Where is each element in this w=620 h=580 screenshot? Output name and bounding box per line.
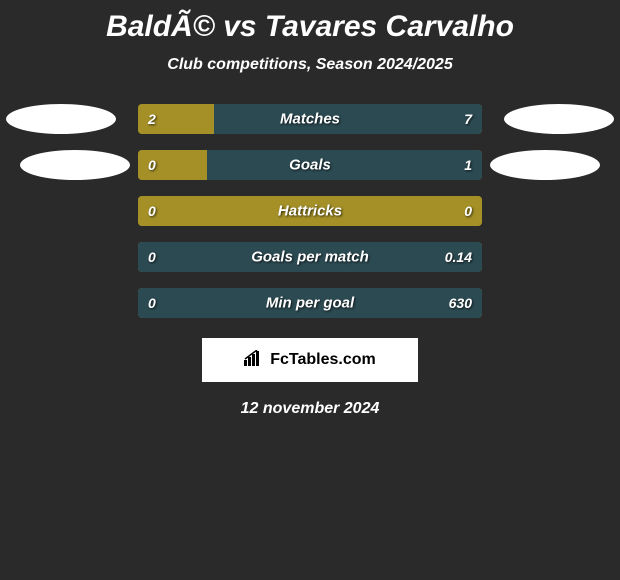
stat-label: Min per goal [266, 295, 354, 312]
stat-row: 0 0 Hattricks [0, 196, 620, 226]
bar-fill-right [214, 104, 482, 134]
stat-row: 2 7 Matches [0, 104, 620, 134]
stat-value-left: 0 [148, 203, 156, 219]
stat-bar: 0 0 Hattricks [138, 196, 482, 226]
page-subtitle: Club competitions, Season 2024/2025 [0, 56, 620, 74]
stat-row: 0 630 Min per goal [0, 288, 620, 318]
stat-value-right: 1 [464, 157, 472, 173]
chart-icon [244, 350, 264, 371]
stat-value-left: 2 [148, 111, 156, 127]
ellipse-right [504, 104, 614, 134]
brand-label: FcTables.com [270, 351, 376, 369]
stat-value-right: 0.14 [445, 249, 472, 265]
ellipse-left [20, 150, 130, 180]
stat-value-right: 7 [464, 111, 472, 127]
ellipse-right [490, 150, 600, 180]
stat-row: 0 1 Goals [0, 150, 620, 180]
stat-bar: 0 0.14 Goals per match [138, 242, 482, 272]
stat-value-left: 0 [148, 157, 156, 173]
stat-bar: 0 630 Min per goal [138, 288, 482, 318]
stat-label: Goals [289, 157, 331, 174]
stat-value-left: 0 [148, 249, 156, 265]
stat-value-left: 0 [148, 295, 156, 311]
ellipse-left [6, 104, 116, 134]
stat-bar: 2 7 Matches [138, 104, 482, 134]
stat-value-right: 630 [449, 295, 472, 311]
stats-container: 2 7 Matches 0 1 Goals 0 0 Hattricks 0 0.14 Goals pe… [0, 104, 620, 318]
page-title: BaldÃ© vs Tavares Carvalho [0, 10, 620, 44]
stat-label: Matches [280, 111, 340, 128]
date-label: 12 november 2024 [0, 400, 620, 418]
stat-value-right: 0 [464, 203, 472, 219]
brand-box[interactable]: FcTables.com [202, 338, 418, 382]
stat-label: Goals per match [251, 249, 369, 266]
stat-label: Hattricks [278, 203, 342, 220]
stat-row: 0 0.14 Goals per match [0, 242, 620, 272]
stat-bar: 0 1 Goals [138, 150, 482, 180]
bar-fill-right [207, 150, 482, 180]
